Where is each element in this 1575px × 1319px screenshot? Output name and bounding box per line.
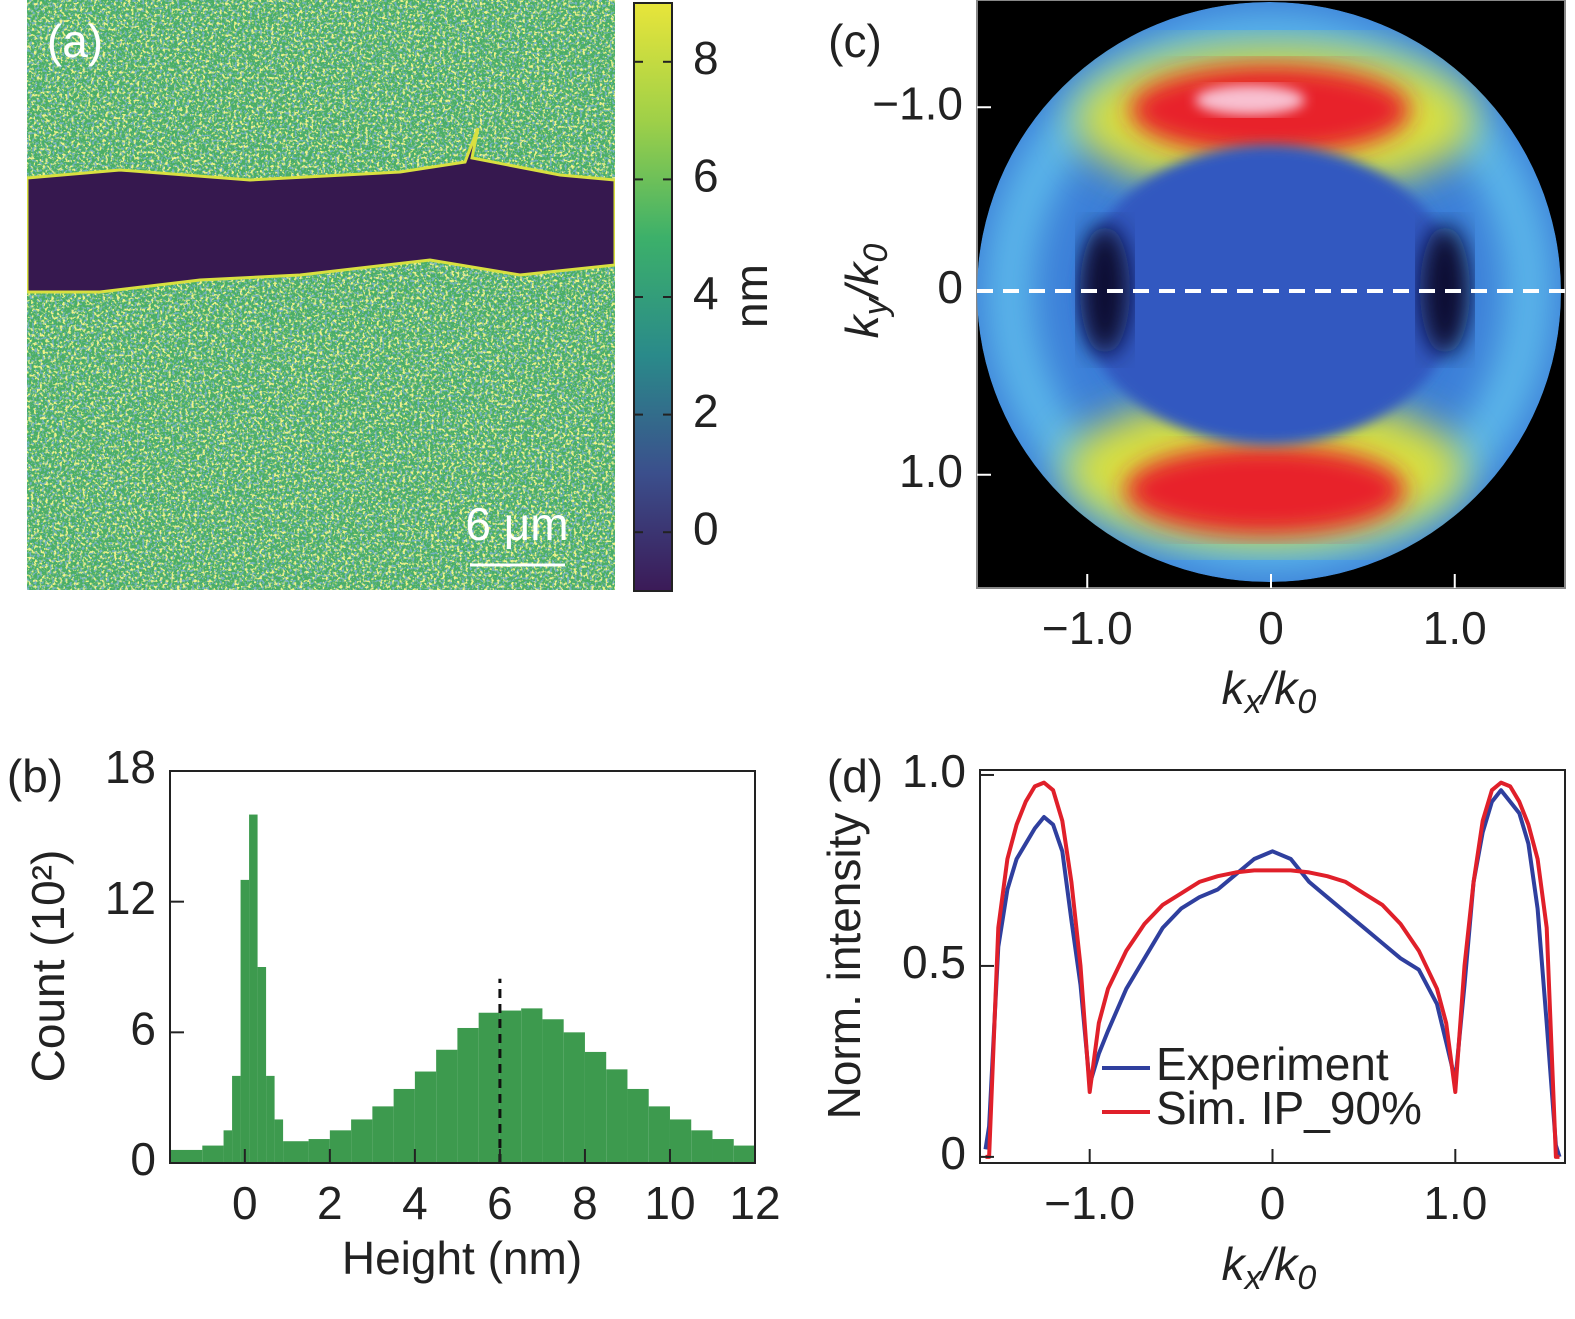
histogram-bar: [478, 1012, 500, 1163]
x-axis-label-part: /: [1259, 662, 1279, 714]
histogram-bar: [733, 1145, 755, 1163]
x-axis-label-part: x: [1243, 1259, 1263, 1297]
histogram-bar: [308, 1139, 330, 1163]
histogram-bar: [542, 1019, 564, 1163]
series-line: [983, 788, 1562, 1158]
y-tick-label: 6: [130, 1002, 156, 1054]
histogram-bar: [669, 1119, 692, 1163]
y-tick-label: 0.5: [902, 936, 966, 988]
y-axis-label: Norm. intensity: [818, 813, 870, 1120]
y-axis-label-part: y: [857, 296, 895, 317]
y-tick-label: 18: [105, 741, 156, 793]
y-axis-label-part: k: [836, 313, 888, 338]
x-axis-label: kx/k0: [1222, 662, 1317, 721]
x-tick-label: −1.0: [1042, 602, 1133, 654]
histogram-bar: [499, 1010, 522, 1163]
histogram-bar: [584, 1051, 607, 1163]
histogram-bar: [712, 1139, 734, 1163]
y-axis-label-part: /: [836, 281, 888, 301]
histogram-bar: [457, 1027, 479, 1163]
y-axis-label-part: k: [836, 261, 888, 286]
panel-label: (d): [827, 750, 883, 802]
histogram-bar: [372, 1106, 394, 1163]
colorbar-tick-label: 8: [693, 32, 719, 84]
colorbar-tick-label: 6: [693, 150, 719, 202]
x-axis-label-part: k: [1222, 1238, 1247, 1290]
histogram-bar: [393, 1088, 415, 1163]
histogram-bar: [202, 1145, 224, 1163]
x-tick-label: 1.0: [1423, 602, 1487, 654]
y-tick-label: 12: [105, 872, 156, 924]
histogram-bar: [351, 1119, 373, 1163]
histogram-bar: [563, 1032, 585, 1163]
x-tick-label: 1.0: [1423, 1177, 1487, 1229]
x-axis-label-part: 0: [1297, 1259, 1316, 1297]
histogram-bar: [223, 1130, 233, 1163]
x-axis-label: Height (nm): [342, 1232, 582, 1284]
colorbar-tick-label: 2: [693, 385, 719, 437]
y-tick-label: −1.0: [872, 77, 963, 129]
x-tick-label: 2: [317, 1177, 343, 1229]
histogram-bar: [521, 1008, 543, 1163]
y-axis-label-part: 0: [857, 244, 895, 263]
histogram-bar: [627, 1088, 649, 1163]
colorbar-tick-label: 4: [693, 267, 719, 319]
histogram-bar: [266, 1075, 275, 1163]
panel-label: (b): [7, 750, 63, 802]
colorbar-tick-label: 0: [693, 502, 719, 554]
afm-image: [27, 0, 615, 590]
x-tick-label: 12: [729, 1177, 780, 1229]
x-axis-label-part: k: [1274, 662, 1299, 714]
x-tick-label: 8: [572, 1177, 598, 1229]
histogram-bar: [240, 879, 250, 1163]
histogram-bar: [249, 814, 258, 1163]
x-tick-label: 10: [644, 1177, 695, 1229]
x-tick-label: −1.0: [1044, 1177, 1135, 1229]
plot-frame: [169, 770, 756, 1164]
histogram-bar: [257, 967, 267, 1163]
series-line: [985, 780, 1560, 1159]
x-axis-label-part: 0: [1297, 683, 1316, 721]
x-tick-label: 0: [232, 1177, 258, 1229]
y-tick-label: 0: [940, 1127, 966, 1179]
legend-label: Sim. IP_90%: [1156, 1082, 1422, 1134]
panel-label: (c): [828, 15, 882, 67]
x-tick-label: 0: [1260, 1177, 1286, 1229]
scale-bar-label: 6 μm: [465, 498, 568, 550]
colorbar-label: nm: [725, 264, 777, 328]
x-axis-label-part: x: [1243, 683, 1263, 721]
histogram-bar: [606, 1069, 628, 1163]
histogram-bar: [274, 1119, 284, 1163]
x-axis-label-part: k: [1274, 1238, 1299, 1290]
histogram-bar: [436, 1049, 458, 1163]
panel-label: (a): [47, 15, 103, 67]
y-tick-label: 0: [937, 261, 963, 313]
x-tick-label: 6: [487, 1177, 513, 1229]
histogram-bar: [283, 1141, 309, 1163]
x-tick-label: 4: [402, 1177, 428, 1229]
histogram-bar: [414, 1071, 437, 1163]
y-tick-label: 1.0: [899, 445, 963, 497]
histogram-bar: [691, 1130, 713, 1163]
histogram-bar: [648, 1106, 670, 1163]
y-axis-label: Count (10²): [22, 850, 74, 1083]
bars: [170, 814, 755, 1163]
histogram-bar: [170, 1149, 203, 1163]
x-axis-label: kx/k0: [1222, 1238, 1317, 1297]
y-axis-label: ky/k0: [836, 244, 895, 339]
x-tick-label: 0: [1258, 602, 1284, 654]
y-tick-label: 1.0: [902, 745, 966, 797]
histogram-bar: [232, 1075, 241, 1163]
y-tick-label: 0: [130, 1133, 156, 1185]
legend-label: Experiment: [1156, 1038, 1389, 1090]
histogram-bar: [329, 1130, 352, 1163]
x-axis-label-part: /: [1259, 1238, 1279, 1290]
x-axis-label-part: k: [1222, 662, 1247, 714]
